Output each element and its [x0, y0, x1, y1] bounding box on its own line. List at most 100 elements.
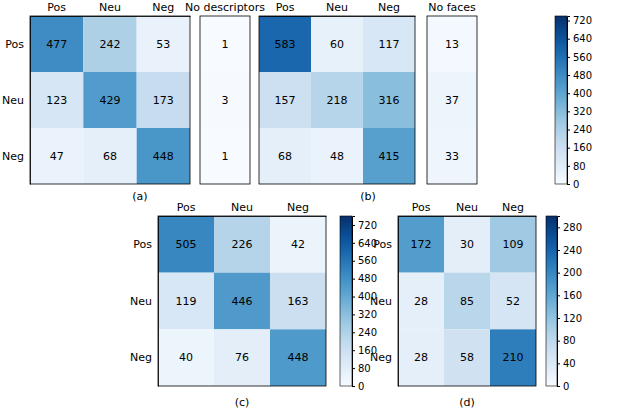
cell-labels: 172301092885522858210 [411, 238, 524, 364]
cell-label: 28 [414, 351, 428, 364]
colorbar-tick: 240 [352, 327, 377, 338]
x-tick-label: Neg [152, 1, 174, 14]
colorbar-tick-mark [557, 318, 560, 319]
colorbar-axis-line [568, 17, 571, 185]
extra-cell [427, 128, 477, 184]
y-axis-line [30, 17, 31, 185]
colorbar-tick: 240 [567, 124, 592, 135]
colorbar-tick-mark [557, 227, 560, 228]
colorbar-axis: 080160240320400480560640720 [567, 15, 592, 189]
cell-label: 123 [46, 94, 67, 107]
x-tick-label: Neu [99, 1, 121, 14]
extra-column: 13 37 33 [427, 16, 477, 184]
cell-label: 448 [288, 351, 309, 364]
cells [398, 216, 536, 386]
cell [398, 329, 444, 386]
cell [83, 128, 136, 184]
cell-label: 316 [379, 94, 400, 107]
cells [158, 216, 326, 386]
colorbar-tick: 40 [557, 358, 576, 369]
colorbar-tick: 80 [557, 335, 576, 346]
extra-column-frame [200, 16, 250, 184]
y-tick-label: Neg [130, 351, 152, 364]
colorbar-tick-mark [567, 130, 570, 131]
cell-label: 28 [414, 295, 428, 308]
y-tick-label: Neu [370, 295, 392, 308]
x-axis-line [159, 216, 327, 217]
x-tick-label: Pos [412, 201, 431, 214]
x-tick: Neg [152, 1, 174, 16]
y-axis: PosNeuNeg [130, 217, 158, 387]
cell-label: 446 [232, 295, 253, 308]
x-tick-label: Pos [47, 1, 66, 14]
extra-cell-label: 33 [445, 150, 459, 163]
cell [444, 216, 490, 273]
extra-cell [200, 72, 250, 128]
cell [363, 16, 415, 72]
cell-label: 583 [275, 38, 296, 51]
colorbar-tick-mark [567, 148, 570, 149]
cell [158, 216, 214, 273]
y-tick: Neu [2, 94, 30, 107]
cell-label: 505 [176, 238, 197, 251]
extra-cell-label: 13 [445, 38, 459, 51]
cell-label: 218 [327, 94, 348, 107]
colorbar-tick-mark [352, 332, 355, 333]
cell [363, 72, 415, 128]
caption: (d) [459, 396, 475, 409]
colorbar-tick-label: 160 [563, 290, 582, 301]
cell [259, 16, 311, 72]
colorbar-tick-mark [352, 350, 355, 351]
x-tick-label: Pos [177, 201, 196, 214]
colorbar-tick-mark [352, 225, 355, 226]
x-tick: Neu [456, 201, 478, 216]
colorbar-tick: 120 [557, 313, 582, 324]
colorbar-axis: 04080120160200240280 [557, 217, 582, 392]
cell [490, 273, 536, 330]
cell-label: 415 [379, 150, 400, 163]
colorbar-tick: 400 [567, 88, 592, 99]
colorbar-tick-label: 560 [573, 52, 592, 63]
colorbar-tick-label: 0 [358, 381, 364, 392]
cell [259, 72, 311, 128]
cell-label: 448 [153, 150, 174, 163]
y-tick: Neu [370, 295, 398, 308]
x-tick: Neu [99, 1, 121, 16]
colorbar [546, 216, 557, 386]
cell-label: 109 [503, 238, 524, 251]
x-tick: Pos [276, 1, 295, 16]
y-tick: Pos [373, 238, 398, 251]
colorbar-tick: 0 [567, 179, 579, 190]
colorbar-tick-mark [567, 75, 570, 76]
colorbar-tick-label: 320 [573, 106, 592, 117]
extra-cell-label: 37 [445, 94, 459, 107]
cell-label: 76 [235, 351, 249, 364]
frame [398, 216, 536, 386]
colorbar-tick-mark [352, 314, 355, 315]
colorbar-tick-mark [567, 57, 570, 58]
x-axis-line [399, 216, 537, 217]
caption: (c) [235, 396, 250, 409]
colorbar-tick: 560 [567, 52, 592, 63]
colorbar-tick-label: 40 [563, 358, 576, 369]
colorbar-axis-line [353, 217, 356, 387]
extra-cell-label: 1 [222, 38, 229, 51]
cell-label: 117 [379, 38, 400, 51]
colorbar-tick: 0 [557, 381, 569, 392]
caption: (a) [132, 190, 147, 203]
colorbar-tick-label: 640 [573, 33, 592, 44]
cell [83, 72, 136, 128]
frame [259, 16, 415, 184]
cell-label: 48 [330, 150, 344, 163]
cell-label: 157 [275, 94, 296, 107]
colorbar-tick-label: 200 [563, 267, 582, 278]
cell-label: 30 [460, 238, 474, 251]
y-tick-label: Neu [130, 295, 152, 308]
colorbar-tick-mark [557, 341, 560, 342]
x-axis: PosNeuNeg [260, 1, 416, 17]
colorbar-tick-label: 120 [563, 313, 582, 324]
colorbar-tick: 0 [352, 381, 364, 392]
cell [270, 329, 326, 386]
x-axis: PosNeuNeg [399, 201, 537, 217]
colorbar-tick-mark [352, 243, 355, 244]
